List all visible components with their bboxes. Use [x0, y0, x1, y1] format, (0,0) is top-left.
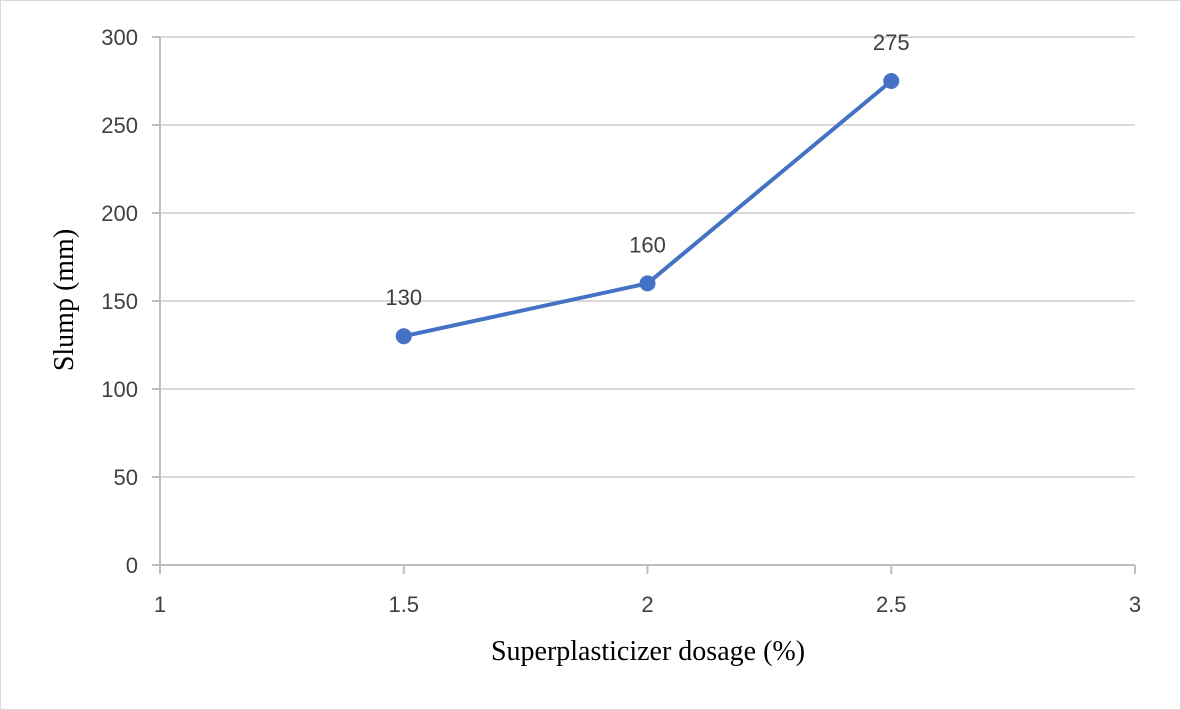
y-tick-label: 50: [114, 465, 138, 490]
data-label: 160: [629, 232, 666, 257]
x-tick-label: 1: [154, 592, 166, 617]
data-label: 275: [873, 30, 910, 55]
data-point: [639, 275, 656, 292]
y-tick-label: 200: [101, 201, 138, 226]
x-tick-label: 1.5: [388, 592, 419, 617]
series-line: [403, 79, 893, 339]
y-tick-label: 100: [101, 377, 138, 402]
x-axis-title: Superplasticizer dosage (%): [491, 636, 805, 667]
data-point: [395, 328, 412, 345]
gridlines: [160, 36, 1135, 478]
x-tick-label: 2.5: [876, 592, 907, 617]
series-group: [395, 73, 900, 345]
x-tick-label: 3: [1129, 592, 1141, 617]
y-tick-label: 300: [101, 25, 138, 50]
y-tick-label: 150: [101, 289, 138, 314]
x-tick-label: 2: [641, 592, 653, 617]
data-label: 130: [385, 285, 422, 310]
y-tick-label: 250: [101, 113, 138, 138]
axes: [152, 36, 1136, 574]
y-tick-labels: 0 50 100 150 200 250 300: [101, 25, 138, 578]
x-tick-labels: 1 1.5 2 2.5 3: [154, 592, 1141, 617]
y-tick-label: 0: [126, 553, 138, 578]
y-axis-title: Slump (mm): [49, 229, 80, 371]
data-point: [883, 73, 900, 89]
data-labels: 130 160 275: [385, 30, 909, 310]
